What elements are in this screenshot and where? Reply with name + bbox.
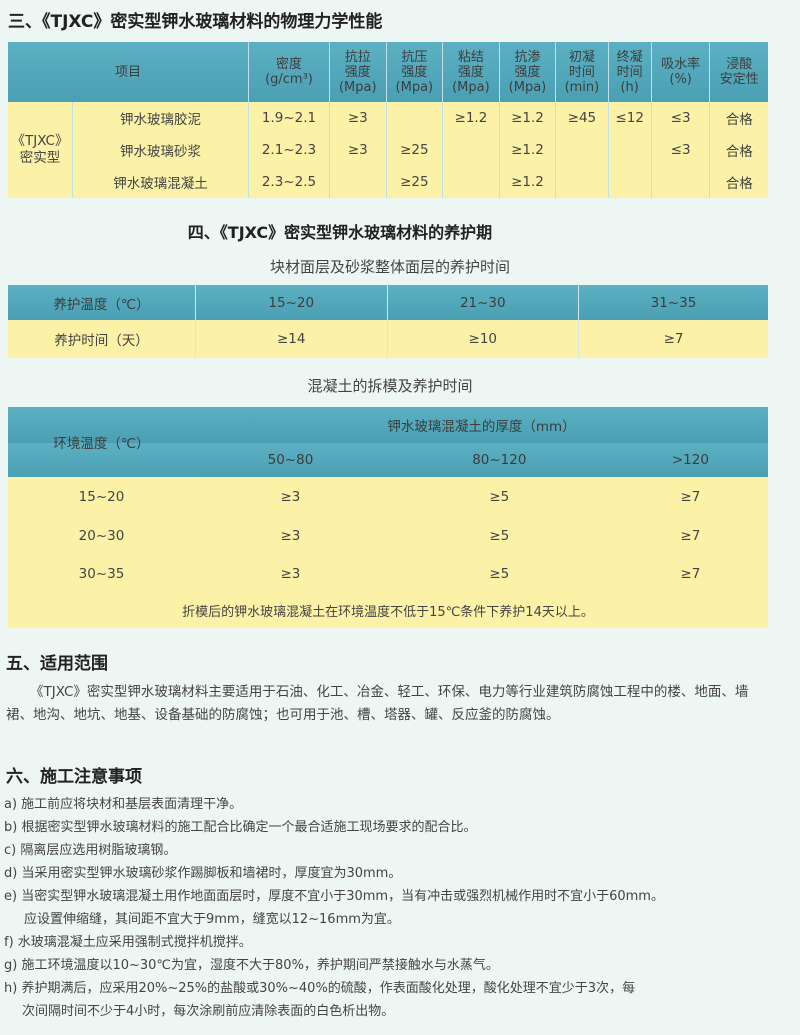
header-col: 80~120 (472, 452, 527, 468)
header-density: 密度 (g/cm³) (247, 42, 330, 102)
table-row: 《TJXC》 密实型 钾水玻璃胶泥 1.9~2.1 ≥3 ≥1.2 ≥1.2 ≥45 ≤12… (8, 102, 768, 166)
cell: 21~30 (386, 285, 579, 320)
cell (607, 166, 652, 198)
list-item: 次间隔时间不少于4小时，每次涂刷前应清除表面的白色析出物。 (22, 1004, 395, 1019)
cell: ≥3 (329, 134, 387, 166)
cell: ≥3 (280, 489, 301, 505)
cell: 合格 (709, 134, 768, 166)
header-compressive: 抗压 强度 (Mpa) (385, 42, 443, 102)
cell: 合格 (709, 102, 768, 134)
table-note-row: 折模后的钾水玻璃混凝土在环境温度不低于15℃条件下养护14天以上。 (8, 593, 768, 628)
cell (442, 166, 500, 198)
table-row: 钾水玻璃砂浆 2.1~2.3 ≥3 ≥25 ≥1.2 ≤3 合格 (8, 134, 768, 166)
cell: ≤3 (650, 134, 710, 166)
cell: ≥1.2 (442, 102, 500, 134)
header-bond: 粘结 强度 (Mpa) (442, 42, 500, 102)
cell: ≥45 (555, 102, 609, 134)
header-thickness: 钾水玻璃混凝土的厚度（mm） (387, 419, 576, 435)
cell: ≤12 (607, 102, 652, 134)
cell: ≤3 (650, 102, 710, 134)
cell: ≥25 (385, 134, 443, 166)
cell: 2.3~2.5 (247, 166, 330, 198)
curing-table: 养护温度（℃） 15~20 21~30 31~35 养护时间（天） ≥14 ≥10 ≥7 (8, 285, 768, 358)
cell: 15~20 (195, 285, 388, 320)
cell: 钾水玻璃胶泥 (72, 102, 249, 134)
table-row: 30~35 ≥3 ≥5 ≥7 (8, 555, 768, 593)
cell (442, 134, 500, 166)
table-row: 20~30 ≥3 ≥5 ≥7 (8, 517, 768, 555)
cell: ≥3 (329, 102, 387, 134)
cell (385, 102, 443, 134)
demolding-table: 环境温度（℃） 钾水玻璃混凝土的厚度（mm） 50~80 80~120 >120 1… (8, 407, 768, 628)
cell: 15~20 (78, 489, 125, 505)
cell: ≥3 (280, 528, 301, 544)
cell: ≥7 (578, 320, 768, 358)
list-item: a) 施工前应将块材和基层表面清理干净。 (4, 797, 243, 812)
section3-title: 三、《TJXC》密实型钾水玻璃材料的物理力学性能 (8, 12, 383, 32)
cell: ≥7 (680, 566, 701, 582)
group-label: 《TJXC》 密实型 (11, 133, 69, 166)
header-final-set: 终凝 时间 (h) (607, 42, 652, 102)
cell: ≥7 (680, 489, 701, 505)
table-note: 折模后的钾水玻璃混凝土在环境温度不低于15℃条件下养护14天以上。 (182, 605, 594, 620)
header-col: 50~80 (267, 452, 314, 468)
header-impermeability: 抗渗 强度 (Mpa) (498, 42, 556, 102)
header-acid-stability: 浸酸 安定性 (709, 42, 768, 102)
header-item: 项目 (114, 64, 141, 80)
cell: 31~35 (578, 285, 768, 320)
cell: 20~30 (78, 528, 125, 544)
cell (650, 166, 710, 198)
cell: ≥5 (489, 528, 510, 544)
list-item: f) 水玻璃混凝土应采用强制式搅拌机搅拌。 (4, 935, 252, 950)
section5-text: 《TJXC》密实型钾水玻璃材料主要适用于石油、化工、冶金、轻工、环保、电力等行业… (6, 684, 749, 723)
list-item: 应设置伸缩缝，其间距不宜大于9mm，缝宽以12~16mm为宜。 (24, 912, 400, 927)
header-temperature: 环境温度（℃） (53, 436, 150, 452)
cell: ≥14 (195, 320, 388, 358)
table-header-row: 项目 密度 (g/cm³) 抗拉 强度 (Mpa) 抗压 强度 (Mpa) 粘结… (8, 42, 768, 102)
cell: 钾水玻璃砂浆 (72, 134, 249, 166)
table2-caption: 混凝土的拆模及养护时间 (307, 377, 473, 395)
cell: 养护温度（℃） (53, 296, 150, 313)
header-tensile: 抗拉 强度 (Mpa) (329, 42, 387, 102)
list-item: g) 施工环境温度以10~30℃为宜，湿度不大于80%，养护期间严禁接触水与水蒸… (4, 958, 499, 973)
properties-table: 项目 密度 (g/cm³) 抗拉 强度 (Mpa) 抗压 强度 (Mpa) 粘结… (8, 42, 768, 198)
cell: 钾水玻璃混凝土 (72, 166, 249, 198)
section5-title: 五、适用范围 (6, 654, 108, 674)
list-item: h) 养护期满后，应采用20%~25%的盐酸或30%~40%的硫酸，作表面酸化处… (4, 981, 636, 996)
cell: 1.9~2.1 (247, 102, 330, 134)
header-initial-set: 初凝 时间 (min) (555, 42, 609, 102)
header-absorption: 吸水率 (%) (650, 42, 710, 102)
cell: 2.1~2.3 (247, 134, 330, 166)
table-row: 养护时间（天） ≥14 ≥10 ≥7 (8, 320, 768, 358)
notes-list: a) 施工前应将块材和基层表面清理干净。 b) 根据密实型钾水玻璃材料的施工配合… (4, 793, 800, 1023)
cell: ≥25 (385, 166, 443, 198)
cell: ≥3 (280, 566, 301, 582)
table1-caption: 块材面层及砂浆整体面层的养护时间 (269, 258, 510, 276)
cell: ≥5 (489, 489, 510, 505)
table-header-row: 环境温度（℃） 钾水玻璃混凝土的厚度（mm） (8, 407, 768, 452)
cell: ≥5 (489, 566, 510, 582)
cell (555, 134, 609, 166)
list-item: c) 隔离层应选用树脂玻璃钢。 (4, 843, 177, 858)
list-item: e) 当密实型钾水玻璃混凝土用作地面面层时，厚度不宜小于30mm，当有冲击或强烈… (4, 889, 664, 904)
cell: 合格 (709, 166, 768, 198)
section4-title: 四、《TJXC》密实型钾水玻璃材料的养护期 (187, 223, 493, 242)
cell: ≥7 (680, 528, 701, 544)
header-col: >120 (671, 452, 709, 468)
cell (329, 166, 387, 198)
cell: ≥1.2 (498, 166, 556, 198)
list-item: d) 当采用密实型钾水玻璃砂浆作踢脚板和墙裙时，厚度宜为30mm。 (4, 866, 402, 881)
table-row: 15~20 ≥3 ≥5 ≥7 (8, 477, 768, 517)
table-row: 养护温度（℃） 15~20 21~30 31~35 (8, 285, 768, 320)
section6-title: 六、施工注意事项 (6, 767, 142, 787)
cell: ≥1.2 (498, 102, 556, 134)
cell: 30~35 (78, 566, 125, 582)
cell (607, 134, 652, 166)
cell: ≥1.2 (498, 134, 556, 166)
cell (555, 166, 609, 198)
table-row: 钾水玻璃混凝土 2.3~2.5 ≥25 ≥1.2 合格 (8, 166, 768, 198)
cell: ≥10 (386, 320, 579, 358)
cell: 养护时间（天） (54, 333, 149, 349)
list-item: b) 根据密实型钾水玻璃材料的施工配合比确定一个最合适施工现场要求的配合比。 (4, 820, 477, 835)
